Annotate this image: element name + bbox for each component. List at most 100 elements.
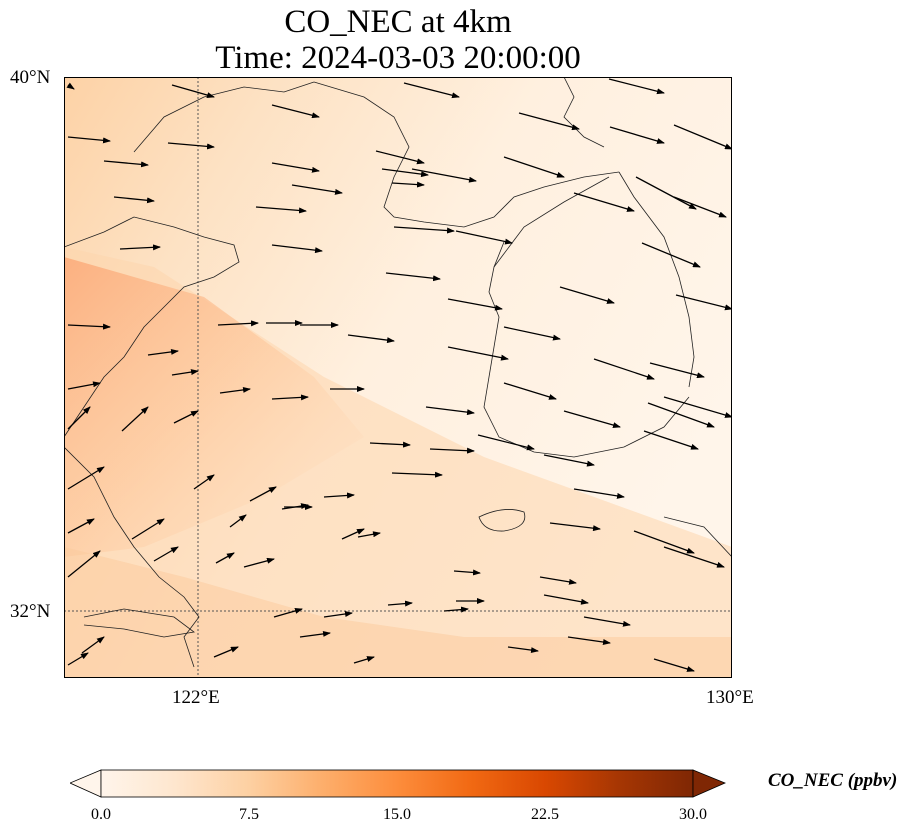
wind-arrow-icon — [67, 466, 105, 490]
wind-arrow-icon — [67, 136, 111, 144]
wind-arrow-icon — [647, 402, 715, 428]
colorbar-tick-4: 30.0 — [679, 806, 707, 823]
wind-arrow-icon — [673, 124, 732, 150]
map-title: CO_NEC at 4km — [284, 4, 512, 40]
wind-arrow-icon — [563, 410, 621, 428]
wind-arrow-icon — [113, 196, 155, 204]
wind-arrow-icon — [219, 386, 251, 394]
wind-arrow-icon — [81, 636, 105, 654]
wind-arrow-icon — [543, 594, 589, 605]
wind-arrow-icon — [229, 514, 247, 528]
lon-label-130e: 130°E — [706, 687, 754, 708]
wind-arrow-icon — [271, 244, 323, 254]
wind-arrow-icon — [271, 394, 309, 401]
wind-arrow-icon — [539, 576, 577, 585]
wind-arrow-icon — [341, 528, 365, 540]
wind-arrow-icon — [153, 546, 179, 562]
colorbar-extend-max — [692, 769, 726, 798]
lat-label-40n: 40°N — [10, 67, 51, 88]
wind-arrow-icon — [411, 168, 477, 183]
wind-arrow-icon — [385, 272, 441, 282]
wind-arrow-icon — [447, 298, 503, 311]
wind-arrow-icon — [635, 176, 697, 210]
wind-arrow-icon — [567, 636, 611, 645]
co-plume-band-coast — [64, 547, 732, 678]
wind-arrow-icon — [573, 488, 625, 499]
colorbar-tick-0: 0.0 — [91, 806, 111, 823]
wind-arrow-icon — [503, 326, 561, 341]
wind-arrow-icon — [255, 206, 307, 214]
wind-arrow-icon — [518, 112, 580, 131]
colorbar-gradient — [100, 769, 694, 798]
wind-arrow-icon — [147, 348, 179, 356]
colorbar-tick-3: 22.5 — [531, 806, 559, 823]
wind-arrow-icon — [171, 369, 199, 376]
coastline-yangtze-mouth — [83, 608, 195, 638]
wind-arrow-icon — [173, 410, 199, 424]
wind-arrow-icon — [167, 142, 215, 150]
wind-arrow-icon — [503, 156, 565, 178]
coastline-korea-west-south — [483, 241, 690, 458]
wind-arrow-icon — [477, 434, 535, 451]
colorbar-extend-min — [70, 769, 102, 798]
wind-arrow-icon — [391, 471, 443, 478]
coastline-northeast — [563, 77, 605, 148]
wind-arrow-icon — [381, 168, 429, 178]
wind-arrow-icon — [249, 486, 277, 502]
wind-arrow-icon — [103, 160, 149, 168]
wind-arrow-icon — [391, 181, 425, 188]
wind-arrow-icon — [573, 192, 635, 212]
wind-arrow-icon — [559, 286, 615, 304]
wind-arrow-icon — [323, 611, 353, 618]
wind-arrow-icon — [193, 474, 215, 490]
colorbar-tick-2: 15.0 — [383, 806, 411, 823]
wind-arrow-icon — [387, 600, 413, 607]
colorbar-label: CO_NEC (ppbv) — [768, 770, 898, 791]
wind-arrow-icon — [67, 323, 111, 330]
wind-arrow-icon — [121, 406, 149, 432]
wind-arrow-icon — [673, 196, 727, 218]
wind-arrow-icon — [213, 646, 239, 658]
coastline-group — [64, 77, 732, 668]
wind-arrow-icon — [393, 226, 455, 234]
wind-arrow-icon — [653, 658, 695, 672]
lon-label-122e: 122°E — [172, 687, 220, 708]
wind-arrow-icon — [663, 546, 725, 568]
wind-arrow-icon — [453, 569, 481, 576]
wind-arrow-icon — [593, 358, 655, 380]
wind-arrow-icon — [583, 616, 631, 627]
wind-arrow-icon — [543, 454, 595, 467]
map-panel[interactable] — [64, 77, 732, 678]
lat-label-32n: 32°N — [10, 601, 51, 622]
colorbar-tick-1: 7.5 — [239, 806, 259, 823]
co-plume-core — [64, 257, 364, 557]
wind-arrow-icon — [403, 82, 460, 99]
wind-arrow-icon — [299, 630, 331, 638]
wind-arrow-icon — [549, 522, 601, 532]
wind-arrow-icon — [649, 362, 705, 379]
coastline-korea-east — [618, 171, 695, 388]
wind-arrow-icon — [353, 656, 375, 664]
wind-arrow-icon — [347, 334, 395, 344]
wind-arrow-icon — [608, 78, 665, 95]
wind-arrow-icon — [357, 531, 381, 538]
wind-arrow-icon — [455, 230, 513, 245]
wind-arrow-icon — [633, 530, 695, 554]
coastline-jiangsu — [64, 446, 200, 668]
wind-arrow-icon — [675, 294, 732, 311]
wind-arrow-icon — [447, 346, 509, 361]
wind-arrow-icon — [429, 447, 475, 454]
wind-arrow-icon — [67, 406, 91, 430]
wind-arrow-icon — [273, 608, 303, 618]
coastline-shandong — [64, 216, 240, 438]
coastline-liaodong-west — [133, 81, 315, 153]
wind-arrow-icon — [503, 382, 557, 400]
wind-arrow-icon — [67, 550, 101, 578]
wind-arrow-icon — [67, 652, 89, 666]
wind-arrow-icon — [171, 84, 215, 98]
coastline-liaodong-korea-bay — [313, 81, 620, 228]
wind-arrow-icon — [323, 492, 355, 499]
wind-arrow-icon — [67, 518, 95, 534]
wind-arrow-icon — [131, 518, 165, 540]
wind-arrow-icon — [425, 406, 475, 416]
